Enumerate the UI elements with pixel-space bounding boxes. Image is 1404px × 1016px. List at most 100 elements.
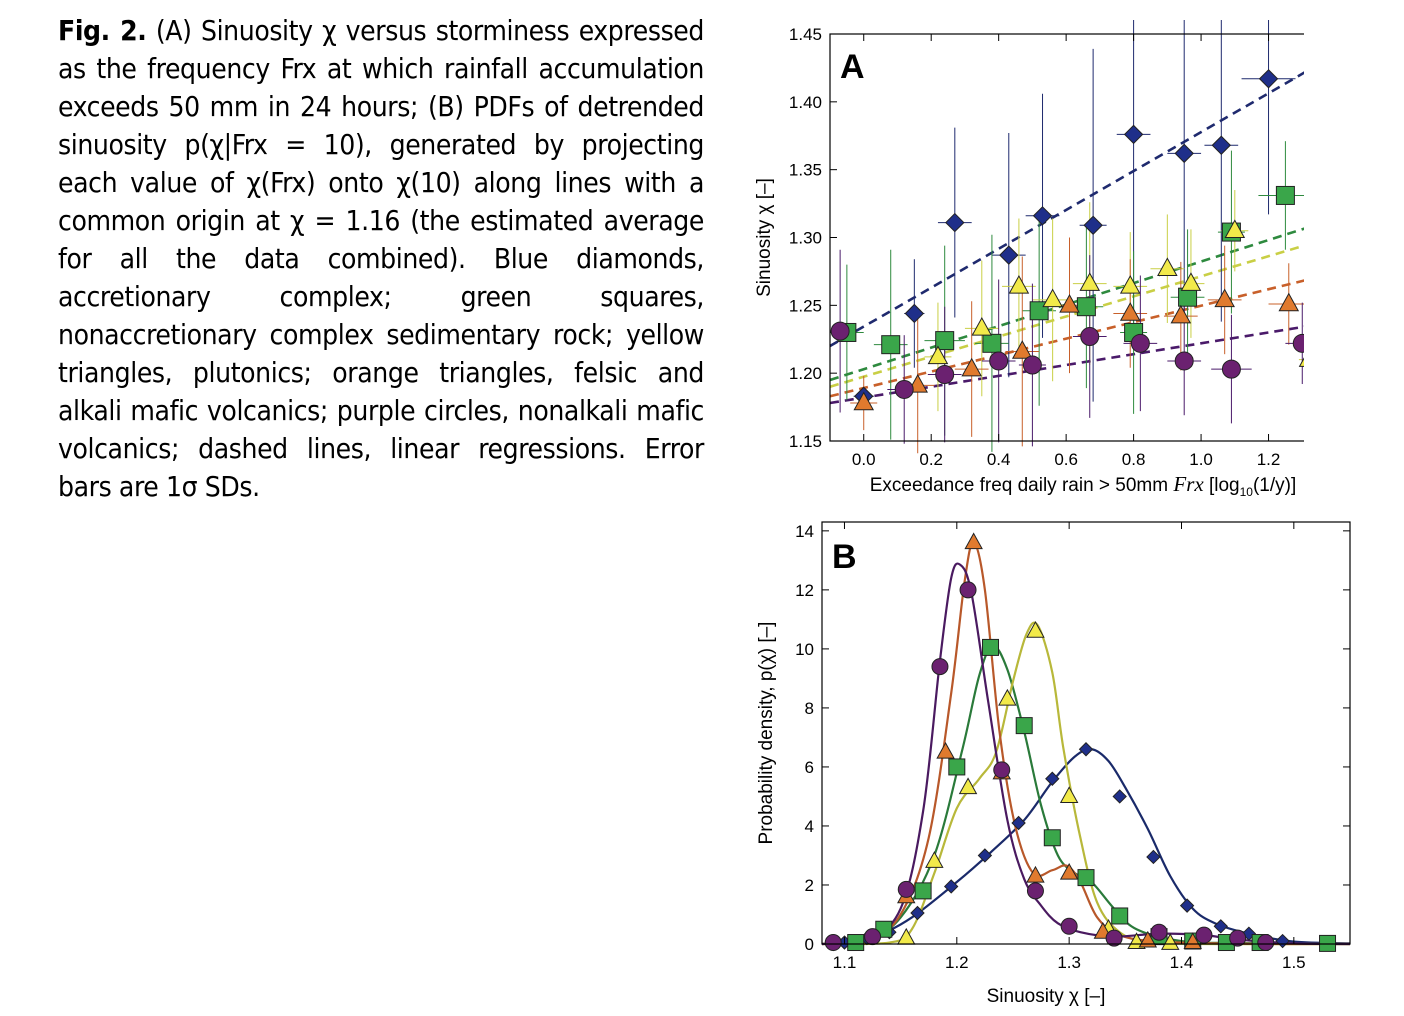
triangle-marker <box>958 777 978 795</box>
square-marker <box>1275 185 1295 205</box>
triangle-marker <box>925 851 944 868</box>
triangle-marker <box>1278 292 1300 312</box>
square-marker <box>1043 829 1061 847</box>
triangle-marker <box>1170 304 1192 324</box>
circle-marker <box>935 365 955 385</box>
diamond-marker <box>910 905 925 921</box>
diamond-marker <box>1213 919 1229 934</box>
circle-marker <box>989 351 1009 371</box>
panel-b-markers <box>824 532 1337 952</box>
triangle-marker <box>936 741 955 759</box>
diamond-marker <box>1032 206 1053 226</box>
panel-b-frame <box>821 521 1351 945</box>
diamond-marker <box>1179 898 1195 913</box>
triangle-marker <box>1298 357 1304 367</box>
panel-b-letter: B <box>832 538 857 576</box>
panel-b-xlabel: Sinuosity χ [–] <box>987 986 1106 1007</box>
circle-marker <box>1221 359 1241 379</box>
panel-a-ylabel: Sinuosity χ [–] <box>754 178 775 297</box>
triangle-marker <box>1138 930 1158 948</box>
triangle-marker <box>1119 302 1141 321</box>
diamond-marker <box>1174 143 1194 164</box>
xlabel-part: Frx <box>1172 472 1204 496</box>
diamond-marker <box>1211 135 1232 155</box>
triangle-marker <box>998 688 1017 706</box>
circle-marker <box>1026 882 1044 900</box>
x-tick-label: 1.2 <box>945 953 969 972</box>
circle-marker <box>1292 333 1304 353</box>
y-tick-label: 2 <box>805 876 814 895</box>
x-tick-label: 1.5 <box>1282 953 1306 972</box>
circle-marker <box>824 934 842 952</box>
diamond-marker <box>1146 849 1161 865</box>
x-tick-label: 0.6 <box>1054 450 1078 469</box>
y-tick-label: 1.25 <box>789 296 822 315</box>
circle-marker <box>830 321 850 341</box>
y-tick-label: 4 <box>805 817 814 836</box>
y-tick-label: 1.15 <box>789 432 822 451</box>
chart-panel-a: 0.00.20.40.60.81.01.21.41.151.201.251.30… <box>754 20 1304 499</box>
triangle-marker <box>1042 288 1063 308</box>
y-tick-label: 1.20 <box>789 364 822 383</box>
panel-a-xlabel: Exceedance freq daily rain > 50mm Frx [l… <box>870 472 1297 499</box>
circle-marker <box>1130 333 1150 353</box>
xlabel-part: (1/y)] <box>1253 475 1296 496</box>
diamond-marker <box>1078 742 1094 757</box>
triangle-marker <box>1224 219 1246 238</box>
square-marker <box>1076 297 1096 317</box>
y-tick-label: 10 <box>795 640 814 659</box>
xlabel-part: 10 <box>1240 485 1254 499</box>
x-tick-label: 1.3 <box>1057 953 1081 972</box>
triangle-marker <box>1079 272 1101 291</box>
y-tick-label: 1.30 <box>789 229 822 248</box>
y-tick-label: 14 <box>795 522 814 541</box>
x-tick-label: 1.4 <box>1170 953 1194 972</box>
triangle-marker <box>964 532 983 550</box>
x-tick-label: 1.0 <box>1189 450 1213 469</box>
diamond-marker <box>1045 771 1060 786</box>
regression-line <box>829 325 1304 405</box>
regression-line <box>829 227 1304 382</box>
x-tick-label: 1.2 <box>1257 450 1281 469</box>
diamond-marker <box>904 303 925 324</box>
chart-panel-b: 1.1 1.2 1.3 1.4 1.5 0 2 4 6 8 10 12 14 B Sinuosity χ… <box>756 521 1351 1007</box>
xlabel-part: Exceedance freq daily rain > 50mm <box>870 475 1174 496</box>
diamond-marker <box>945 212 965 233</box>
square-marker <box>982 638 1000 656</box>
circle-marker <box>894 379 914 399</box>
circle-marker <box>1080 327 1100 347</box>
x-tick-label: 0.2 <box>919 450 943 469</box>
triangle-marker <box>1214 288 1235 308</box>
y-tick-label: 1.35 <box>789 161 822 180</box>
circle-marker <box>993 761 1011 779</box>
triangle-marker <box>1026 620 1045 638</box>
x-tick-label: 0.8 <box>1122 450 1146 469</box>
circle-marker <box>1174 351 1194 371</box>
diamond-marker <box>1275 933 1290 949</box>
triangle-marker <box>1011 340 1033 359</box>
triangle-marker <box>971 317 993 336</box>
square-marker <box>847 934 865 952</box>
triangle-marker <box>1059 862 1079 880</box>
diamond-marker <box>1123 124 1144 145</box>
x-tick-label: 0.0 <box>852 450 876 469</box>
diamond-marker <box>1258 69 1279 89</box>
y-tick-label: 12 <box>795 581 814 600</box>
diamond-marker <box>977 848 993 863</box>
triangle-marker <box>1180 272 1202 291</box>
y-tick-label: 1.40 <box>789 93 822 112</box>
panel-b-ticks: 1.1 1.2 1.3 1.4 1.5 0 2 4 6 8 10 12 14 <box>795 522 1350 972</box>
triangle-marker <box>1157 257 1178 276</box>
square-marker <box>1111 907 1129 925</box>
panel-a-ticks: 0.00.20.40.60.81.01.21.41.151.201.251.30… <box>789 25 1281 469</box>
triangle-marker <box>1008 274 1030 294</box>
panel-b-ylabel: Probability density, p(χ) [–] <box>756 622 777 845</box>
diamond-marker <box>1011 815 1026 831</box>
circle-marker <box>931 658 949 676</box>
circle-marker <box>1105 929 1123 947</box>
triangle-marker <box>1161 933 1180 950</box>
triangle-marker <box>1059 786 1079 803</box>
xlabel-part: [log <box>1204 475 1240 496</box>
diamond-marker <box>943 879 959 894</box>
circle-marker <box>1195 926 1213 944</box>
